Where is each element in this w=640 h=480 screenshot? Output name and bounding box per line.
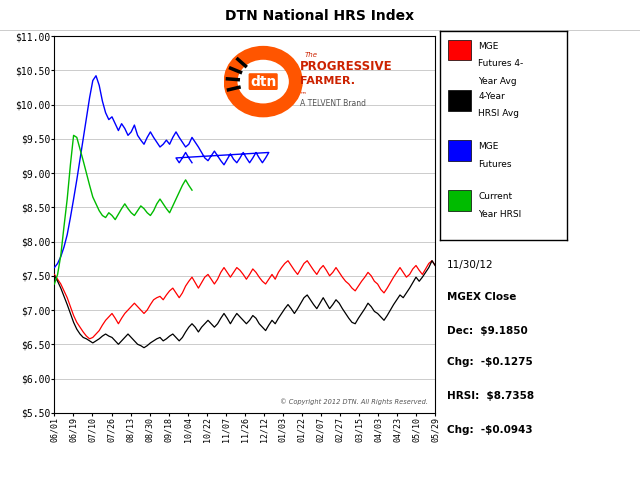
Text: 11/30/12: 11/30/12 bbox=[447, 260, 493, 270]
Text: dtn: dtn bbox=[250, 74, 276, 89]
Text: ™: ™ bbox=[300, 91, 307, 97]
Text: 4-Year: 4-Year bbox=[478, 92, 505, 101]
Bar bbox=[448, 140, 471, 161]
Bar bbox=[448, 39, 471, 60]
Text: HRSI Avg: HRSI Avg bbox=[478, 109, 519, 119]
Text: MGEX Close: MGEX Close bbox=[447, 292, 516, 302]
Text: HRSI:  $8.7358: HRSI: $8.7358 bbox=[447, 391, 534, 401]
Text: Dec:  $9.1850: Dec: $9.1850 bbox=[447, 325, 527, 336]
Text: FARMER.: FARMER. bbox=[300, 76, 355, 86]
Text: PROGRESSIVE: PROGRESSIVE bbox=[300, 60, 393, 72]
Text: © Copyright 2012 DTN. All Rights Reserved.: © Copyright 2012 DTN. All Rights Reserve… bbox=[280, 398, 428, 405]
Text: DTN National HRS Index: DTN National HRS Index bbox=[225, 9, 415, 23]
Text: Chg:  -$0.0943: Chg: -$0.0943 bbox=[447, 425, 532, 435]
Text: MGE: MGE bbox=[478, 142, 499, 151]
Text: Chg:  -$0.1275: Chg: -$0.1275 bbox=[447, 357, 532, 367]
Text: MGE: MGE bbox=[478, 42, 499, 51]
Text: Current: Current bbox=[478, 192, 513, 201]
Text: Year HRSI: Year HRSI bbox=[478, 210, 522, 219]
Bar bbox=[448, 90, 471, 110]
Text: Futures: Futures bbox=[478, 160, 512, 168]
Text: A TELVENT Brand: A TELVENT Brand bbox=[300, 99, 366, 108]
Text: Year Avg: Year Avg bbox=[478, 77, 517, 86]
Text: Futures 4-: Futures 4- bbox=[478, 60, 524, 68]
Text: The: The bbox=[305, 52, 317, 58]
Bar bbox=[448, 190, 471, 211]
